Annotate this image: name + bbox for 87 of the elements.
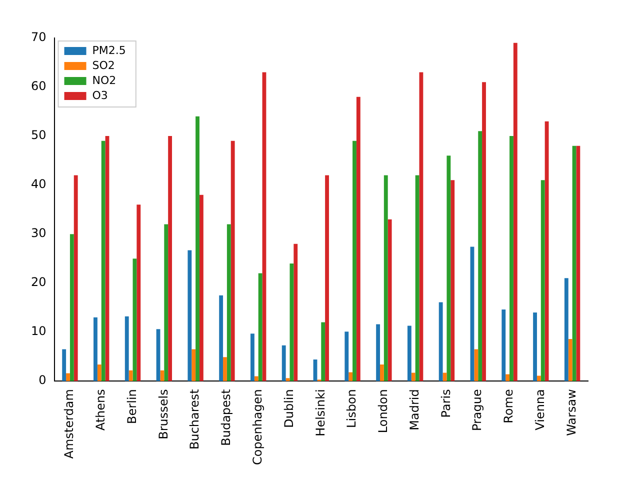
bar: [188, 250, 192, 382]
y-tick-label: 70: [30, 30, 46, 44]
x-tick-label: London: [376, 389, 390, 434]
x-tick-label: Budapest: [219, 388, 234, 446]
bar: [164, 224, 168, 382]
bar: [321, 322, 326, 382]
bar: [344, 332, 349, 382]
x-tick-label: Copenhagen: [250, 389, 264, 465]
bar: [474, 349, 478, 382]
y-tick-label: 0: [38, 373, 46, 388]
legend-label: SO2: [92, 58, 115, 72]
bar: [258, 273, 262, 382]
bar: [419, 72, 424, 382]
y-tick-label: 30: [30, 226, 46, 240]
bar: [407, 326, 412, 382]
bar: [136, 204, 141, 382]
x-tick-label: Lisbon: [344, 389, 359, 428]
y-tick-label: 40: [30, 177, 46, 192]
bar: [540, 180, 545, 382]
bar: [478, 131, 482, 382]
bar: [160, 370, 164, 382]
x-tick-label: Prague: [470, 389, 484, 432]
x-tick-label: Madrid: [407, 389, 422, 430]
y-tick-label: 60: [30, 79, 46, 94]
bar: [128, 370, 133, 382]
bar: [536, 376, 541, 382]
bar: [384, 175, 388, 382]
bar: [250, 334, 254, 382]
bar: [230, 140, 235, 382]
bar: [348, 372, 353, 382]
bar: [282, 345, 286, 382]
y-tick-label: 10: [30, 324, 46, 338]
bar: [544, 121, 549, 382]
x-tick-label: Brussels: [156, 389, 170, 440]
bar: [124, 316, 129, 382]
legend-label: PM2.5: [92, 44, 126, 57]
bar: [513, 42, 518, 382]
bar: [196, 116, 200, 382]
bar: [388, 219, 392, 382]
x-tick-label: Rome: [502, 389, 516, 424]
bar: [376, 324, 380, 382]
bar: [450, 180, 455, 382]
bar: [223, 357, 227, 382]
x-tick-label: Dublin: [282, 389, 296, 428]
bar: [411, 372, 416, 382]
bar: [506, 374, 510, 382]
bar: [66, 373, 70, 382]
bar: [482, 82, 486, 382]
bar: [568, 338, 572, 382]
bar: [70, 234, 74, 382]
bar: [502, 310, 506, 382]
bar: [510, 136, 514, 382]
bar: [62, 349, 66, 382]
bar: [286, 378, 290, 382]
bar: [97, 364, 102, 382]
x-tick-label: Vienna: [533, 389, 548, 430]
bar: [352, 140, 356, 382]
bar: [446, 156, 451, 382]
legend-label: O3: [92, 88, 108, 102]
bar: [101, 140, 106, 382]
bar: [226, 224, 231, 382]
x-tick-label: Athens: [93, 389, 108, 431]
bar: [94, 317, 98, 382]
bar: [325, 175, 329, 382]
bar: [356, 96, 360, 382]
bar: [294, 244, 298, 382]
y-tick-label: 50: [30, 128, 46, 142]
x-tick-label: Amsterdam: [62, 389, 76, 459]
bar: [74, 175, 78, 382]
x-tick-label: Paris: [438, 389, 453, 418]
x-tick-label: Helsinki: [313, 389, 328, 436]
x-tick-label: Bucharest: [188, 388, 202, 450]
bar: [219, 295, 224, 382]
legend-label: NO2: [92, 74, 116, 87]
bar: [576, 146, 580, 382]
bar: [192, 349, 196, 382]
bar: [254, 376, 258, 382]
bar: [438, 302, 443, 382]
x-tick-label: Berlin: [124, 389, 139, 424]
bar: [199, 194, 204, 382]
bar: [290, 263, 294, 382]
bar: [564, 278, 568, 382]
bar: [168, 136, 172, 382]
y-tick-label: 20: [30, 275, 46, 290]
x-tick-label: Warsaw: [564, 388, 578, 436]
bar: [533, 312, 537, 382]
bar: [380, 364, 384, 382]
